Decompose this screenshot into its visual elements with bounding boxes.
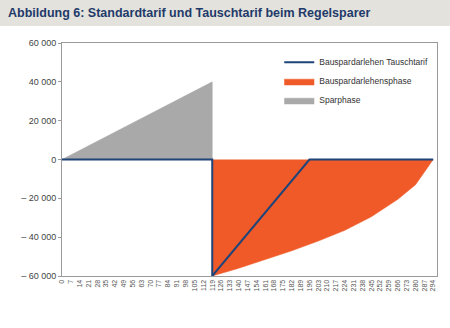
svg-text:42: 42 xyxy=(111,280,118,288)
svg-text:168: 168 xyxy=(270,280,277,292)
svg-text:119: 119 xyxy=(209,280,216,291)
svg-text:175: 175 xyxy=(279,280,286,292)
svg-text:20 000: 20 000 xyxy=(29,116,57,126)
svg-text:56: 56 xyxy=(129,280,136,288)
svg-text:203: 203 xyxy=(315,280,322,292)
svg-text:0: 0 xyxy=(51,155,56,165)
svg-text:35: 35 xyxy=(102,280,109,288)
svg-text:182: 182 xyxy=(288,280,295,292)
svg-text:0: 0 xyxy=(58,280,65,284)
svg-text:112: 112 xyxy=(200,280,207,291)
svg-text:266: 266 xyxy=(394,280,401,292)
svg-text:28: 28 xyxy=(94,280,101,288)
svg-text:60 000: 60 000 xyxy=(29,38,57,48)
svg-text:Bauspardarlehensphase: Bauspardarlehensphase xyxy=(319,76,411,86)
svg-text:259: 259 xyxy=(385,280,392,292)
svg-text:294: 294 xyxy=(429,280,436,292)
svg-text:21: 21 xyxy=(85,280,92,288)
svg-text:126: 126 xyxy=(217,280,224,292)
svg-text:238: 238 xyxy=(359,280,366,292)
svg-text:49: 49 xyxy=(120,280,127,288)
svg-text:84: 84 xyxy=(164,280,171,288)
svg-text:189: 189 xyxy=(297,280,304,292)
svg-text:105: 105 xyxy=(191,280,198,292)
svg-text:147: 147 xyxy=(244,280,251,292)
svg-text:Bauspardarlehen Tauschtarif: Bauspardarlehen Tauschtarif xyxy=(319,57,428,67)
svg-text:40 000: 40 000 xyxy=(29,77,57,87)
svg-text:133: 133 xyxy=(226,280,233,292)
svg-text:7: 7 xyxy=(67,280,74,284)
svg-text:154: 154 xyxy=(253,280,260,292)
svg-text:14: 14 xyxy=(76,280,83,288)
svg-text:63: 63 xyxy=(138,280,145,288)
svg-text:287: 287 xyxy=(421,280,428,292)
svg-text:217: 217 xyxy=(332,280,339,292)
svg-text:245: 245 xyxy=(368,280,375,292)
svg-text:– 20 000: – 20 000 xyxy=(21,193,56,203)
svg-text:140: 140 xyxy=(235,280,242,292)
html-text:Abbildung 6: Standardtarif und: Abbildung 6: Standardtarif und Tauschtar… xyxy=(8,6,371,20)
svg-text:252: 252 xyxy=(376,280,383,292)
svg-text:273: 273 xyxy=(403,280,410,292)
svg-text:Quelle: F. Miehe: Quelle: F. Miehe xyxy=(4,326,62,328)
svg-text:Sparphase: Sparphase xyxy=(319,95,360,105)
svg-text:210: 210 xyxy=(323,280,330,292)
svg-text:280: 280 xyxy=(412,280,419,292)
svg-text:224: 224 xyxy=(341,280,348,292)
svg-text:196: 196 xyxy=(306,280,313,292)
svg-text:77: 77 xyxy=(155,280,162,288)
svg-text:– 60 000: – 60 000 xyxy=(21,271,56,281)
svg-text:98: 98 xyxy=(182,280,189,288)
svg-text:161: 161 xyxy=(262,280,269,292)
svg-text:70: 70 xyxy=(147,280,154,288)
svg-text:– 40 000: – 40 000 xyxy=(21,232,56,242)
svg-text:231: 231 xyxy=(350,280,357,292)
svg-text:91: 91 xyxy=(173,280,180,288)
